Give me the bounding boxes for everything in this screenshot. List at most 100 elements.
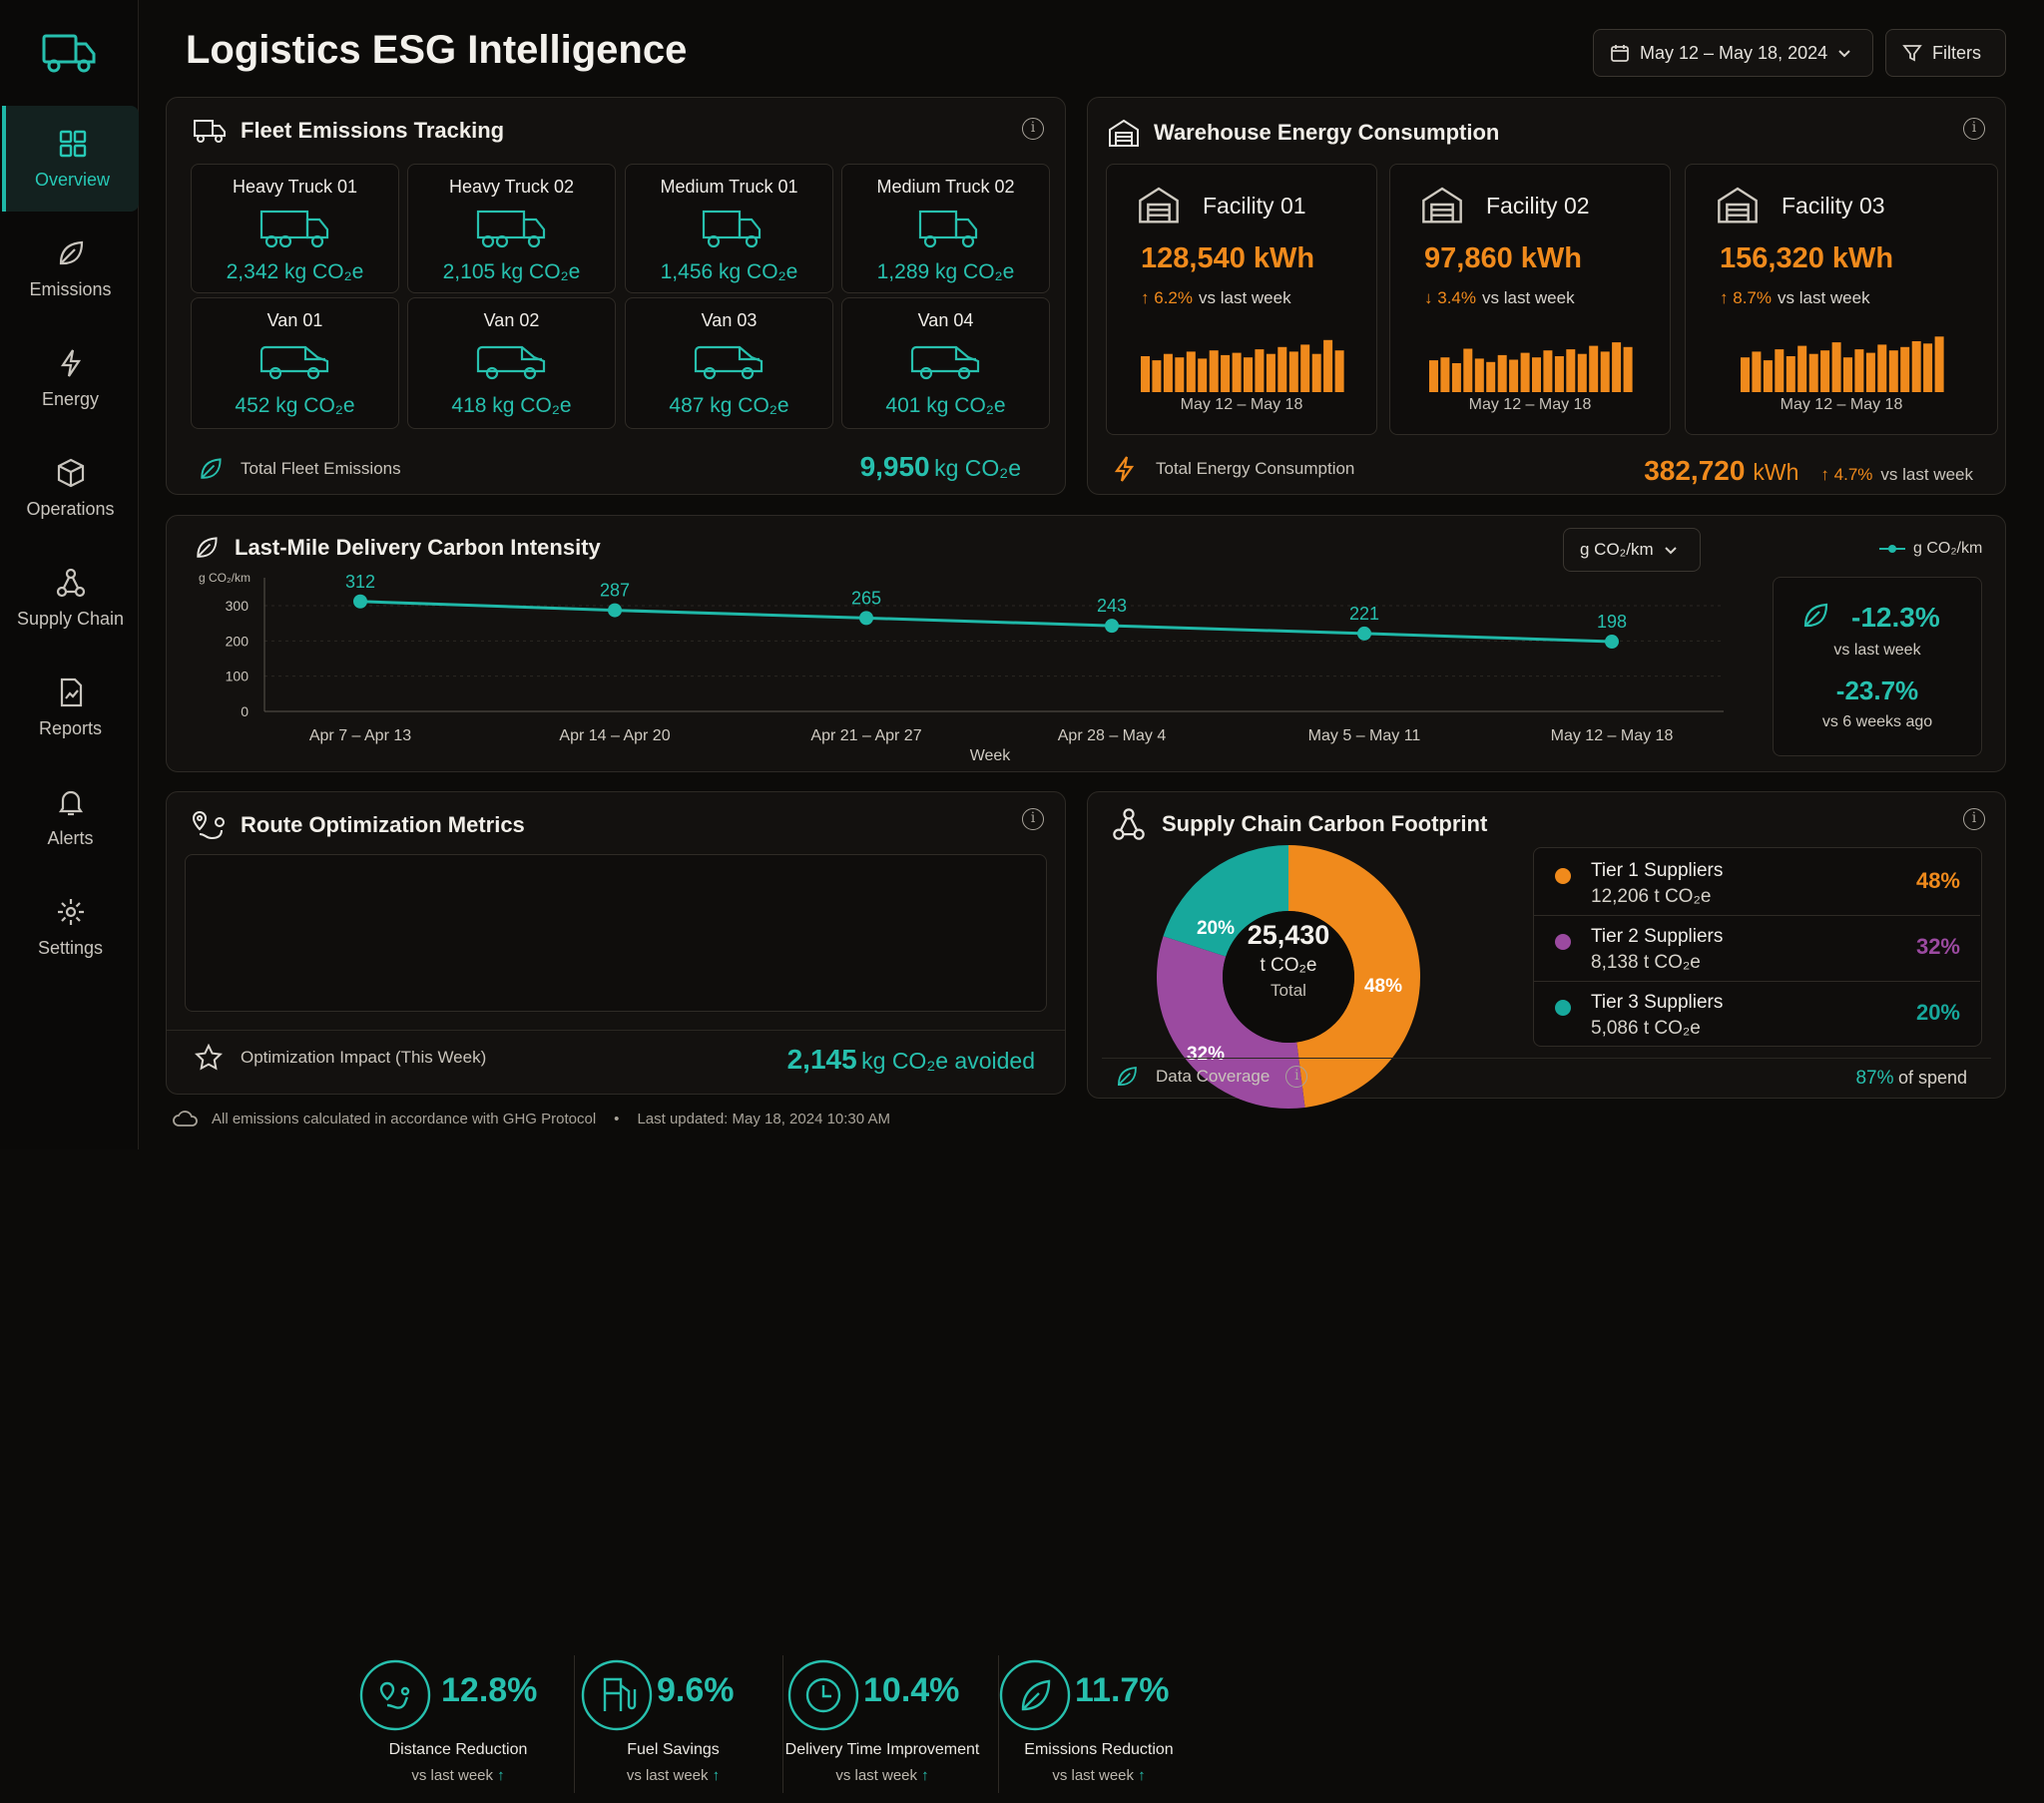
x-tick-label: Apr 14 – Apr 20 — [559, 727, 670, 744]
data-label: 243 — [1097, 596, 1127, 616]
vehicle-emissions: 1,456 kg CO₂e — [660, 260, 798, 283]
data-label: 312 — [345, 572, 375, 592]
truck-icon — [476, 210, 545, 248]
energy-bar — [1831, 342, 1841, 392]
tier-row[interactable]: Tier 1 Suppliers 12,206 t CO₂e 48% — [1533, 852, 1980, 916]
facility-card[interactable]: Facility 01 128,540 kWh ↑ 6.2% vs last week… — [1106, 164, 1377, 435]
tier-row[interactable]: Tier 3 Suppliers 5,086 t CO₂e 20% — [1533, 984, 1980, 1048]
date-range-picker[interactable]: May 12 – May 18, 2024 — [1593, 29, 1873, 77]
x-tick-label: Apr 7 – Apr 13 — [309, 727, 411, 744]
donut-total-value: 25,430 — [1247, 920, 1330, 950]
energy-total-vs: vs last week — [1880, 465, 1973, 484]
data-point[interactable] — [1605, 635, 1619, 650]
data-point[interactable] — [608, 603, 622, 618]
vehicle-card[interactable]: Heavy Truck 01 2,342 kg CO₂e — [191, 164, 399, 293]
donut-slice[interactable] — [1288, 845, 1421, 1108]
info-icon[interactable]: i — [1022, 808, 1044, 830]
carbon-intensity-chart: g CO₂/km 0 100 200 300 312 Apr 7 – Apr 13 287 Ap… — [199, 571, 1724, 764]
y-tick-label: 300 — [226, 598, 250, 614]
fleet-total: 9,950 kg CO₂e — [860, 451, 1021, 483]
sidebar: Overview Emissions Energy Operations Sup… — [0, 0, 139, 1149]
arrow-up-icon: ↑ — [1720, 288, 1734, 307]
energy-bar — [1589, 345, 1599, 392]
data-point[interactable] — [859, 611, 873, 626]
vehicle-card[interactable]: Van 01 452 kg CO₂e — [191, 297, 399, 429]
route-title: Route Optimization Metrics — [241, 812, 525, 837]
facility-card[interactable]: Facility 02 97,860 kWh ↓ 3.4% vs last week M… — [1389, 164, 1671, 435]
route-metrics-box — [185, 854, 1047, 1012]
nav-overview[interactable]: Overview — [2, 106, 139, 212]
legend-dot — [1555, 1000, 1571, 1016]
leaf-icon — [1117, 1067, 1137, 1087]
x-tick-label: May 5 – May 11 — [1308, 727, 1421, 744]
energy-bar — [1152, 360, 1162, 392]
energy-bar — [1255, 349, 1265, 392]
filters-button[interactable]: Filters — [1885, 29, 2006, 77]
vehicle-card[interactable]: Heavy Truck 02 2,105 kg CO₂e — [407, 164, 616, 293]
tier-row[interactable]: Tier 2 Suppliers 8,138 t CO₂e 32% — [1533, 918, 1980, 982]
gear-icon — [57, 898, 84, 925]
facility-range: May 12 – May 18 — [1780, 396, 1903, 413]
nav-emissions[interactable]: Emissions — [2, 216, 139, 321]
metric-label: Delivery Time Improvement — [784, 1741, 980, 1758]
divider — [167, 1030, 1065, 1031]
data-point[interactable] — [1105, 619, 1119, 634]
slice-label: 48% — [1364, 976, 1402, 997]
data-label: 287 — [600, 581, 630, 601]
arrow-up-icon: ↑ — [1134, 1767, 1146, 1784]
vehicle-emissions: 401 kg CO₂e — [885, 394, 1006, 417]
info-icon[interactable]: i — [1022, 118, 1044, 140]
nav-supply-chain[interactable]: Supply Chain — [2, 545, 139, 651]
supply-panel-header: Supply Chain Carbon Footprint — [1110, 806, 1487, 842]
truck-icon — [702, 210, 761, 248]
info-icon[interactable]: i — [1963, 808, 1985, 830]
arrow-up-icon: ↑ — [917, 1767, 929, 1784]
data-label: 265 — [851, 588, 881, 608]
vehicle-card[interactable]: Van 04 401 kg CO₂e — [841, 297, 1050, 429]
warehouse-icon — [1422, 187, 1462, 224]
legend-dot — [1555, 868, 1571, 884]
nav-settings[interactable]: Settings — [2, 874, 139, 980]
supply-title: Supply Chain Carbon Footprint — [1162, 811, 1488, 836]
coverage-row: Data Coverage i — [1114, 1064, 1308, 1090]
star-icon — [195, 1044, 223, 1071]
donut-hole — [1223, 911, 1354, 1043]
energy-bar — [1797, 345, 1807, 392]
nav-alerts[interactable]: Alerts — [2, 764, 139, 870]
calendar-icon — [1611, 45, 1629, 62]
data-point[interactable] — [353, 594, 367, 609]
route-metric: 10.4% Delivery Time Improvement vs last we… — [777, 1645, 999, 1803]
energy-total-unit: kWh — [1753, 459, 1799, 485]
fleet-total-row: Total Fleet Emissions — [197, 455, 401, 483]
tier-percent: 32% — [1915, 934, 1960, 959]
nav-energy[interactable]: Energy — [2, 325, 139, 431]
vehicle-card[interactable]: Medium Truck 02 1,289 kg CO₂e — [841, 164, 1050, 293]
impact-unit: kg CO₂e avoided — [861, 1048, 1035, 1074]
energy-bar — [1209, 350, 1219, 392]
energy-total: 382,720 kWh ↑ 4.7% vs last week — [1644, 455, 1973, 487]
filter-icon — [1902, 45, 1922, 62]
intensity-line — [359, 600, 1613, 644]
info-icon[interactable]: i — [1963, 118, 1985, 140]
nav-reports[interactable]: Reports — [2, 655, 139, 760]
vehicle-card[interactable]: Van 02 418 kg CO₂e — [407, 297, 616, 429]
impact-row: Optimization Impact (This Week) — [195, 1044, 486, 1072]
nav-operations[interactable]: Operations — [2, 435, 139, 541]
data-point[interactable] — [1357, 626, 1371, 641]
legend-label: g CO₂/km — [1913, 540, 1983, 557]
donut-slice[interactable] — [1163, 845, 1288, 957]
info-icon[interactable]: i — [1285, 1066, 1308, 1088]
facility-card[interactable]: Facility 03 156,320 kWh ↑ 8.7% vs last week… — [1685, 164, 1998, 435]
energy-bar — [1198, 358, 1208, 392]
donut-slice[interactable] — [1157, 936, 1305, 1109]
metric-label: Emissions Reduction — [1024, 1741, 1174, 1758]
vehicle-name: Van 02 — [483, 310, 540, 330]
tier-value: 5,086 t CO₂e — [1591, 1018, 1701, 1039]
last-mile-title: Last-Mile Delivery Carbon Intensity — [235, 535, 601, 560]
energy-bar — [1752, 351, 1762, 392]
unit-select[interactable]: g CO₂/km — [1563, 528, 1701, 572]
vehicle-card[interactable]: Medium Truck 01 1,456 kg CO₂e — [625, 164, 833, 293]
impact-label: Optimization Impact (This Week) — [241, 1048, 487, 1067]
supply-donut-chart: 48% 32% 20% — [1157, 845, 1421, 1109]
vehicle-card[interactable]: Van 03 487 kg CO₂e — [625, 297, 833, 429]
